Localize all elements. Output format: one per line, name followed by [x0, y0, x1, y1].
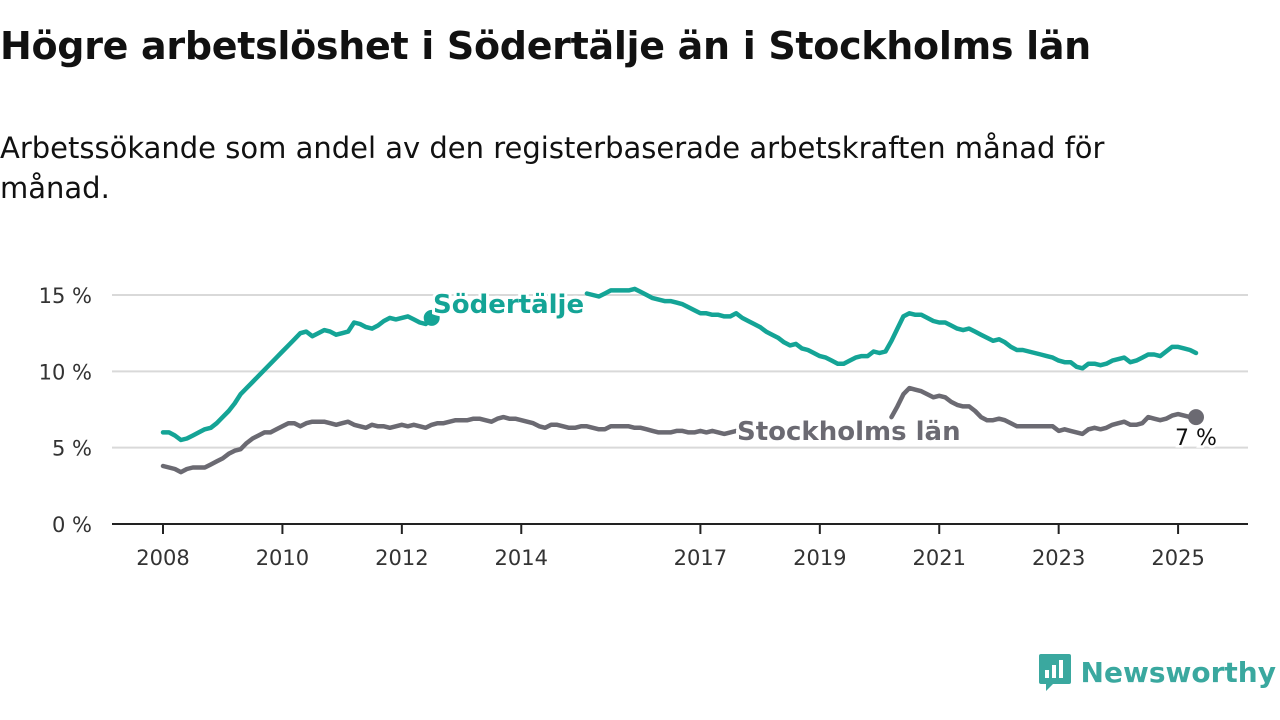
series-lines	[160, 286, 1204, 475]
x-tick-label: 2025	[1151, 546, 1204, 570]
series-label-stockholms-lan: Stockholms län	[737, 417, 961, 447]
series-end-marker	[1188, 409, 1204, 426]
y-tick-label: 10 %	[39, 360, 92, 384]
y-tick-label: 15 %	[39, 284, 92, 308]
series-line	[584, 286, 1199, 371]
gridlines	[112, 294, 1248, 449]
x-tick-label: 2008	[136, 546, 189, 570]
series-line	[889, 385, 1199, 437]
series-line	[160, 414, 739, 475]
brand-name: Newsworthy	[1080, 655, 1276, 689]
end-value-stockholms-lan: 7 %	[1175, 426, 1217, 451]
series-line	[160, 314, 434, 443]
x-tick-label: 2014	[495, 546, 548, 570]
x-tick-label: 2019	[793, 546, 846, 570]
x-tick-label: 2012	[375, 546, 428, 570]
series-label-sodertalje: Södertälje	[433, 290, 584, 320]
y-tick-label: 0 %	[52, 513, 92, 537]
newsworthy-logo-icon	[1038, 654, 1071, 691]
y-tick-label: 5 %	[52, 437, 92, 461]
chart-subtitle: Arbetssökande som andel av den registerb…	[0, 131, 1105, 205]
series-labels: Södertälje Stockholms län 7 %	[430, 287, 1219, 454]
x-tick-label: 2023	[1032, 546, 1085, 570]
x-axis-ticks: 2008 2010 2012 2014 2017 2019 2021 2023 2025	[136, 524, 1205, 570]
chart-title: Högre arbetslöshet i Södertälje än i Sto…	[0, 24, 1091, 68]
series-end-marker	[423, 309, 440, 326]
x-tick-label: 2017	[674, 546, 727, 570]
newsworthy-logo: Newsworthy	[1037, 652, 1276, 692]
y-axis-ticks: 0 % 5 % 10 % 15 %	[39, 284, 92, 537]
x-tick-label: 2010	[256, 546, 309, 570]
x-tick-label: 2021	[913, 546, 966, 570]
